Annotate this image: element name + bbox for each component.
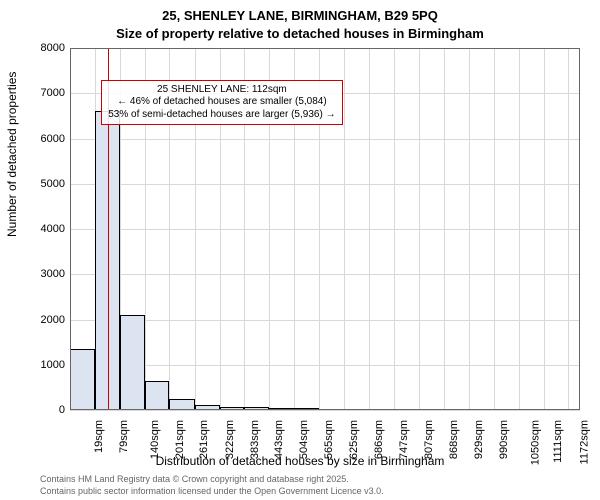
x-tick-label: 990sqm bbox=[498, 420, 510, 459]
histogram-bar bbox=[469, 409, 494, 410]
histogram-bar bbox=[519, 409, 544, 410]
x-tick-label: 19sqm bbox=[93, 420, 105, 453]
histogram-bar bbox=[145, 381, 170, 410]
grid-line-v bbox=[519, 48, 520, 410]
x-tick-label: 868sqm bbox=[448, 420, 460, 459]
grid-line-v bbox=[544, 48, 545, 410]
y-tick-label: 8000 bbox=[41, 42, 65, 54]
x-tick-label: 140sqm bbox=[149, 420, 161, 459]
histogram-bar bbox=[294, 408, 319, 410]
histogram-bar bbox=[244, 407, 269, 410]
histogram-bar bbox=[444, 409, 469, 410]
histogram-bar bbox=[195, 405, 220, 410]
annotation-line3: 53% of semi-detached houses are larger (… bbox=[108, 109, 335, 122]
x-tick-label: 1172sqm bbox=[578, 420, 590, 464]
histogram-bar bbox=[544, 409, 569, 410]
grid-line-v bbox=[419, 48, 420, 410]
grid-line-v bbox=[344, 48, 345, 410]
footer-line-1: Contains HM Land Registry data © Crown c… bbox=[40, 474, 349, 484]
annotation-line2: ← 46% of detached houses are smaller (5,… bbox=[108, 96, 335, 109]
grid-line-v bbox=[494, 48, 495, 410]
x-tick-label: 1050sqm bbox=[529, 420, 541, 465]
x-tick-label: 807sqm bbox=[423, 420, 435, 459]
y-tick-label: 5000 bbox=[41, 178, 65, 190]
x-tick-label: 504sqm bbox=[298, 420, 310, 459]
grid-line-h bbox=[70, 274, 580, 275]
x-tick-label: 201sqm bbox=[174, 420, 186, 459]
y-tick-label: 6000 bbox=[41, 133, 65, 145]
x-tick-label: 565sqm bbox=[324, 420, 336, 459]
histogram-bar bbox=[70, 349, 95, 410]
y-tick-label: 0 bbox=[59, 404, 65, 416]
grid-line-h bbox=[70, 410, 580, 411]
chart-title-main: 25, SHENLEY LANE, BIRMINGHAM, B29 5PQ bbox=[0, 8, 600, 23]
grid-line-h bbox=[70, 229, 580, 230]
chart-title-sub: Size of property relative to detached ho… bbox=[0, 26, 600, 41]
histogram-bar bbox=[95, 111, 120, 410]
grid-line-h bbox=[70, 320, 580, 321]
grid-line-v bbox=[394, 48, 395, 410]
x-tick-label: 747sqm bbox=[398, 420, 410, 459]
histogram-bar bbox=[419, 409, 444, 410]
grid-line-v bbox=[444, 48, 445, 410]
y-tick-label: 7000 bbox=[41, 87, 65, 99]
annotation-box: 25 SHENLEY LANE: 112sqm← 46% of detached… bbox=[101, 80, 342, 126]
grid-line-v bbox=[369, 48, 370, 410]
histogram-bar bbox=[369, 409, 394, 410]
x-tick-label: 79sqm bbox=[118, 420, 130, 453]
grid-line-h bbox=[70, 365, 580, 366]
x-tick-label: 1111sqm bbox=[552, 420, 564, 463]
y-tick-label: 4000 bbox=[41, 223, 65, 235]
grid-line-h bbox=[70, 139, 580, 140]
annotation-line1: 25 SHENLEY LANE: 112sqm bbox=[108, 84, 335, 97]
histogram-bar bbox=[344, 409, 369, 410]
x-tick-label: 383sqm bbox=[249, 420, 261, 459]
histogram-bar bbox=[319, 409, 344, 410]
x-tick-label: 261sqm bbox=[199, 420, 211, 459]
x-tick-label: 625sqm bbox=[348, 420, 360, 459]
plot-area: 25 SHENLEY LANE: 112sqm← 46% of detached… bbox=[70, 48, 580, 410]
footer-line-2: Contains public sector information licen… bbox=[40, 486, 384, 496]
x-tick-label: 443sqm bbox=[273, 420, 285, 459]
x-tick-label: 686sqm bbox=[373, 420, 385, 459]
x-tick-label: 929sqm bbox=[473, 420, 485, 459]
histogram-bar bbox=[394, 409, 419, 410]
histogram-bar bbox=[169, 399, 194, 410]
grid-line-h bbox=[70, 48, 580, 49]
histogram-bar bbox=[120, 315, 145, 410]
histogram-bar bbox=[220, 407, 245, 410]
y-tick-label: 1000 bbox=[41, 359, 65, 371]
y-tick-label: 3000 bbox=[41, 268, 65, 280]
grid-line-h bbox=[70, 184, 580, 185]
x-tick-label: 322sqm bbox=[224, 420, 236, 459]
grid-line-v bbox=[568, 48, 569, 410]
y-axis-label: Number of detached properties bbox=[5, 72, 19, 237]
histogram-bar bbox=[494, 409, 519, 410]
y-tick-label: 2000 bbox=[41, 314, 65, 326]
grid-line-v bbox=[469, 48, 470, 410]
histogram-bar bbox=[269, 408, 294, 410]
